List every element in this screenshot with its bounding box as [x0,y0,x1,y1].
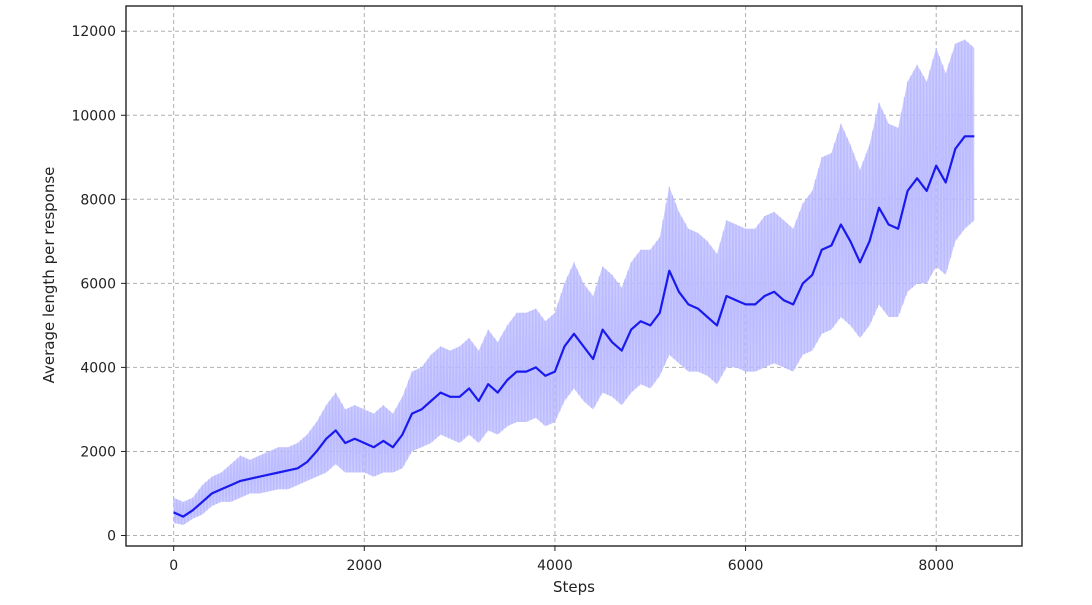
x-tick-label: 6000 [728,558,764,574]
smoothed-line [173,135,975,518]
y-tick-label: 4000 [80,360,116,376]
smoothed-line-layer [173,135,975,518]
y-tick-label: 12000 [71,24,116,40]
plot-frame [125,5,1023,547]
x-tick-label: 0 [169,558,178,574]
y-tick-label: 0 [107,528,116,544]
y-tick-label: 10000 [71,108,116,124]
x-tick-label: 4000 [537,558,573,574]
raw-band [173,39,975,525]
y-axis-label: Average length per response [40,167,58,384]
raw-line [173,39,974,525]
y-tick-label: 8000 [80,192,116,208]
y-tick-label: 2000 [80,444,116,460]
x-tick-label: 8000 [918,558,954,574]
x-axis-ticks: 0 2000 4000 6000 8000 [169,546,954,574]
y-tick-label: 6000 [80,276,116,292]
x-axis-label: Steps [553,578,595,596]
x-tick-label: 2000 [346,558,382,574]
y-axis-ticks: 0 2000 4000 6000 8000 10000 12000 [71,24,126,544]
